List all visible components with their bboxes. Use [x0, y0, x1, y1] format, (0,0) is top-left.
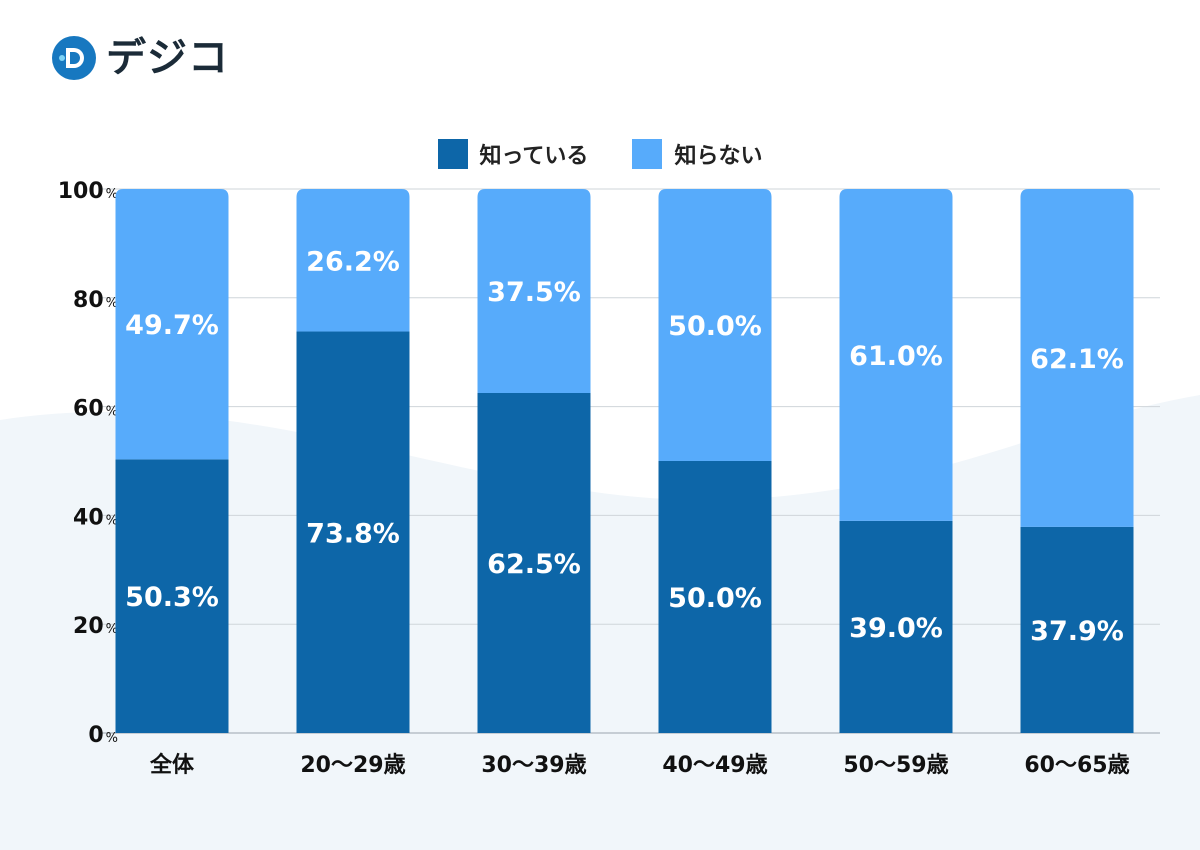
data-label: 49.7% — [125, 310, 219, 341]
legend-item-unknown: 知らない — [632, 138, 762, 170]
bar-segment-known — [1020, 526, 1134, 733]
data-label: 26.2% — [306, 246, 400, 277]
legend-item-known: 知っている — [437, 138, 589, 170]
data-label: 73.8% — [306, 518, 400, 549]
y-tick-label: 100% — [58, 179, 118, 204]
legend-swatch-unknown — [632, 139, 663, 169]
data-label: 62.5% — [487, 549, 581, 580]
bar-segment-known — [296, 331, 410, 733]
bar-segment-unknown — [296, 189, 410, 332]
bar-segment-known — [477, 393, 591, 733]
data-label: 37.5% — [487, 277, 581, 308]
data-label: 62.1% — [1030, 344, 1124, 375]
legend-swatch-known — [437, 139, 468, 169]
data-label: 50.0% — [668, 583, 762, 614]
bar-segment-known — [658, 461, 772, 733]
x-tick-label: 全体 — [149, 752, 195, 778]
y-tick-label: 80% — [73, 288, 118, 313]
logo-text: デジコ — [106, 35, 229, 81]
y-tick-label: 20% — [73, 614, 118, 639]
y-tick-label: 40% — [73, 505, 118, 530]
x-tick-label: 50〜59歳 — [843, 753, 948, 778]
data-label: 50.3% — [125, 582, 219, 613]
brand-logo: デジコ — [50, 34, 229, 82]
bar-segment-known — [115, 459, 229, 733]
x-tick-label: 20〜29歳 — [300, 753, 405, 778]
bar-segment-known — [839, 520, 953, 733]
bar-segment-unknown — [115, 189, 229, 460]
data-label: 37.9% — [1030, 616, 1124, 647]
data-label: 50.0% — [668, 311, 762, 342]
y-tick-label: 60% — [73, 397, 118, 422]
logo-mark-icon — [52, 36, 96, 80]
legend-label-known: 知っている — [479, 144, 589, 169]
x-tick-label: 60〜65歳 — [1024, 753, 1129, 778]
data-label: 39.0% — [849, 613, 943, 644]
bar-segment-unknown — [658, 189, 772, 461]
x-tick-label: 30〜39歳 — [481, 753, 586, 778]
chart-legend: 知っている 知らない — [0, 138, 1200, 170]
bar-segment-unknown — [477, 189, 591, 393]
bar-segment-unknown — [1020, 189, 1134, 527]
data-label: 61.0% — [849, 341, 943, 372]
bar-segment-unknown — [839, 189, 953, 521]
x-tick-label: 40〜49歳 — [662, 753, 767, 778]
y-tick-label: 0% — [88, 723, 118, 748]
legend-label-unknown: 知らない — [674, 144, 763, 169]
